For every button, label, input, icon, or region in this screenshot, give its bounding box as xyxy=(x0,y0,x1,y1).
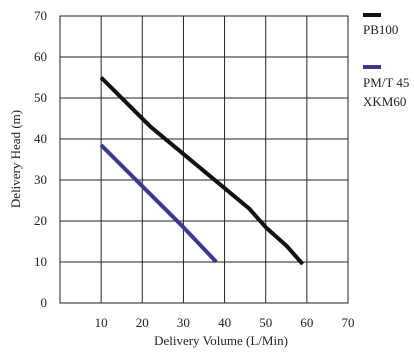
y-tick-label: 60 xyxy=(34,49,47,64)
legend-swatch-pmt45 xyxy=(363,65,381,69)
y-axis-label: Delivery Head (m) xyxy=(8,110,23,208)
x-tick-label: 10 xyxy=(95,315,108,330)
x-tick-label: 20 xyxy=(136,315,149,330)
x-tick-label: 60 xyxy=(300,315,313,330)
plot-frame xyxy=(59,15,349,304)
x-tick-label: 40 xyxy=(218,315,231,330)
x-tick-label: 50 xyxy=(259,315,272,330)
series-lines xyxy=(99,76,305,266)
x-tick-label: 70 xyxy=(342,315,355,330)
y-tick-label: 30 xyxy=(34,172,47,187)
x-tick-label: 30 xyxy=(177,315,190,330)
legend-swatch-pb100 xyxy=(363,13,381,17)
x-axis-ticks: 10 20 30 40 50 60 70 xyxy=(95,315,355,330)
y-tick-label: 40 xyxy=(34,131,47,146)
y-tick-label: 70 xyxy=(34,8,47,23)
legend-label-xkm60: XKM60 xyxy=(363,94,406,109)
y-axis-ticks: 0 10 20 30 40 50 60 70 xyxy=(34,8,47,310)
series-line-pb100 xyxy=(99,76,305,266)
x-axis-label: Delivery Volume (L/Min) xyxy=(154,333,288,348)
grid xyxy=(60,15,349,304)
legend: PB100 PM/T 45 XKM60 xyxy=(363,13,409,109)
legend-label-pmt45: PM/T 45 xyxy=(363,75,409,90)
legend-label-pb100: PB100 xyxy=(363,22,398,37)
y-tick-label: 20 xyxy=(34,213,47,228)
y-tick-label: 10 xyxy=(34,254,47,269)
y-tick-label: 50 xyxy=(34,90,47,105)
y-tick-label: 0 xyxy=(41,295,48,310)
series-line-pm-t-45 xyxy=(99,143,218,264)
